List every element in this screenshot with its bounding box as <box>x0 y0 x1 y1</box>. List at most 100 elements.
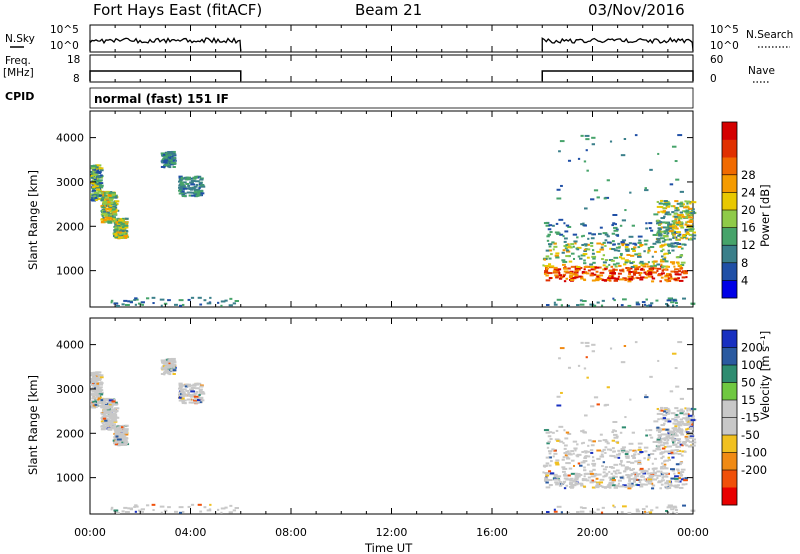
velocity-cell <box>96 376 100 379</box>
velocity-cell <box>612 450 616 453</box>
power-cell <box>664 278 668 281</box>
power-cell <box>198 190 204 193</box>
power-cell <box>110 218 114 221</box>
velocity-cell <box>124 436 128 439</box>
velocity-cell <box>605 474 608 477</box>
velocity-cell <box>628 442 634 445</box>
velocity-cell <box>626 476 631 479</box>
velocity-cell <box>675 438 681 441</box>
power-cell <box>562 260 568 263</box>
power-cell <box>638 274 642 277</box>
cpid-value: normal (fast) 151 IF <box>94 92 229 106</box>
power-cell <box>601 258 604 261</box>
power-cell <box>96 169 100 172</box>
power-cell <box>583 224 587 227</box>
power-cell <box>545 224 550 227</box>
power-cell <box>633 246 637 249</box>
velocity-cell <box>647 456 651 459</box>
power-cell <box>685 221 688 224</box>
y-tick-label: 4000 <box>56 339 84 352</box>
power-cell <box>681 243 686 246</box>
velocity-cell <box>662 475 667 478</box>
velocity-cell <box>583 472 589 475</box>
power-cell <box>692 237 696 240</box>
power-cell <box>637 252 642 255</box>
velocity-cell <box>612 481 615 484</box>
velocity-cell <box>161 367 164 370</box>
velocity-cell <box>677 421 682 424</box>
power-cell <box>634 243 638 246</box>
power-cell <box>686 214 691 217</box>
velocity-cell <box>610 466 615 469</box>
power-cell <box>588 232 592 235</box>
velocity-cell <box>573 478 579 481</box>
power-cell <box>93 168 97 171</box>
power-cell <box>672 304 675 307</box>
power-cell <box>675 261 680 264</box>
power-cell <box>607 277 612 280</box>
power-cell <box>688 201 692 204</box>
power-cell <box>657 152 660 155</box>
power-cell <box>566 249 570 252</box>
velocity-cell <box>217 508 220 511</box>
power-cell <box>667 277 670 280</box>
velocity-cell <box>620 476 624 479</box>
velocity-cell <box>141 510 145 513</box>
velocity-cell <box>171 360 177 363</box>
colorbar-swatch <box>722 435 737 453</box>
power-cell <box>118 229 122 232</box>
power-cell <box>555 252 560 255</box>
velocity-cell <box>604 446 608 449</box>
power-cell <box>113 194 118 197</box>
power-cell <box>108 198 114 201</box>
velocity-cell <box>134 504 138 507</box>
velocity-cell <box>624 453 629 456</box>
velocity-cell <box>560 391 563 394</box>
velocity-cell <box>582 460 588 463</box>
velocity-cell <box>664 442 669 445</box>
velocity-cell <box>579 506 583 509</box>
power-cell <box>555 222 559 225</box>
power-cell <box>669 277 674 280</box>
velocity-cell <box>190 503 195 506</box>
power-cell <box>544 270 549 273</box>
velocity-cell <box>598 481 604 484</box>
velocity-cell <box>613 463 619 466</box>
power-cell <box>120 232 124 235</box>
velocity-cell <box>648 429 653 432</box>
power-cell <box>639 272 643 275</box>
power-cell <box>178 183 182 186</box>
velocity-cell <box>545 431 550 434</box>
velocity-cell <box>200 384 204 387</box>
power-cell <box>115 235 120 238</box>
velocity-cell <box>676 449 680 452</box>
power-cell <box>625 278 629 281</box>
power-cell <box>181 303 185 306</box>
power-cell <box>639 244 644 247</box>
velocity-cell <box>621 446 627 449</box>
power-cell <box>193 192 198 195</box>
power-cell <box>114 233 118 236</box>
colorbar-swatch <box>722 487 737 506</box>
power-cell <box>203 299 207 302</box>
power-cell <box>582 234 585 237</box>
velocity-cell <box>558 484 563 487</box>
power-cell <box>620 304 624 307</box>
velocity-cell <box>572 464 576 467</box>
velocity-cell <box>670 451 674 454</box>
velocity-cell <box>661 418 666 421</box>
velocity-cell <box>178 396 182 399</box>
power-cell <box>549 265 555 268</box>
cpid-panel-frame <box>89 87 694 109</box>
velocity-cell <box>180 383 184 386</box>
velocity-cell <box>93 398 98 401</box>
velocity-cell <box>684 477 689 480</box>
velocity-cell <box>643 446 649 449</box>
power-cell <box>660 244 666 247</box>
velocity-cell <box>582 479 587 482</box>
velocity-cell <box>98 389 104 392</box>
velocity-cell <box>590 451 594 454</box>
velocity-cell <box>685 483 688 486</box>
velocity-cell <box>107 410 111 413</box>
velocity-cell <box>566 511 571 514</box>
